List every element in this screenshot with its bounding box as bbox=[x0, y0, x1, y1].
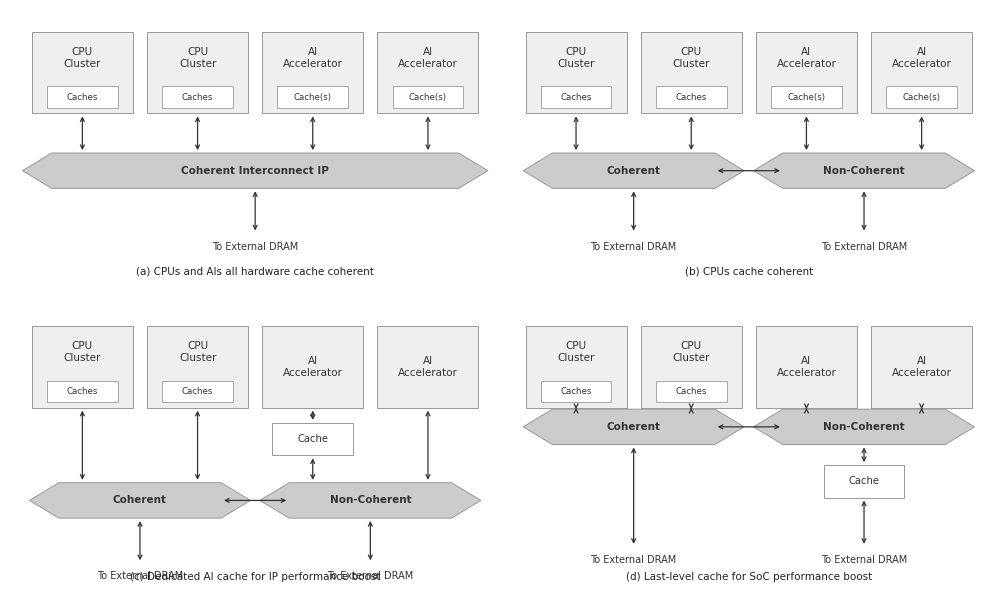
Polygon shape bbox=[753, 153, 974, 188]
FancyBboxPatch shape bbox=[32, 326, 132, 408]
FancyBboxPatch shape bbox=[392, 86, 462, 108]
Text: AI
Accelerator: AI Accelerator bbox=[775, 47, 835, 69]
Text: (d) Last-level cache for SoC performance boost: (d) Last-level cache for SoC performance… bbox=[625, 572, 871, 582]
Text: AI
Accelerator: AI Accelerator bbox=[891, 47, 951, 69]
Text: (a) CPUs and AIs all hardware cache coherent: (a) CPUs and AIs all hardware cache cohe… bbox=[136, 267, 374, 277]
Text: To External DRAM: To External DRAM bbox=[590, 555, 676, 565]
FancyBboxPatch shape bbox=[262, 326, 363, 408]
Text: Caches: Caches bbox=[182, 387, 213, 396]
FancyBboxPatch shape bbox=[272, 423, 353, 455]
Text: Caches: Caches bbox=[560, 93, 591, 102]
Text: Caches: Caches bbox=[675, 387, 706, 396]
FancyBboxPatch shape bbox=[640, 326, 741, 408]
Text: To External DRAM: To External DRAM bbox=[327, 571, 413, 581]
Text: Coherent Interconnect IP: Coherent Interconnect IP bbox=[182, 166, 329, 175]
Polygon shape bbox=[260, 483, 480, 518]
FancyBboxPatch shape bbox=[377, 32, 478, 113]
FancyBboxPatch shape bbox=[541, 381, 611, 402]
Text: Caches: Caches bbox=[182, 93, 213, 102]
FancyBboxPatch shape bbox=[162, 86, 233, 108]
Polygon shape bbox=[753, 409, 974, 444]
Text: CPU
Cluster: CPU Cluster bbox=[179, 341, 216, 363]
Text: Caches: Caches bbox=[66, 387, 98, 396]
Text: CPU
Cluster: CPU Cluster bbox=[63, 47, 101, 69]
FancyBboxPatch shape bbox=[32, 32, 132, 113]
FancyBboxPatch shape bbox=[47, 381, 117, 402]
Polygon shape bbox=[22, 153, 487, 188]
Text: AI
Accelerator: AI Accelerator bbox=[397, 356, 457, 377]
FancyBboxPatch shape bbox=[541, 86, 611, 108]
FancyBboxPatch shape bbox=[871, 326, 971, 408]
Text: CPU
Cluster: CPU Cluster bbox=[63, 341, 101, 363]
Text: AI
Accelerator: AI Accelerator bbox=[775, 356, 835, 377]
Text: To External DRAM: To External DRAM bbox=[820, 555, 907, 565]
Text: Coherent: Coherent bbox=[606, 166, 660, 175]
Text: To External DRAM: To External DRAM bbox=[820, 242, 907, 251]
Text: Non-Coherent: Non-Coherent bbox=[822, 166, 904, 175]
Polygon shape bbox=[523, 153, 743, 188]
Text: Caches: Caches bbox=[560, 387, 591, 396]
FancyBboxPatch shape bbox=[770, 86, 841, 108]
Text: CPU
Cluster: CPU Cluster bbox=[179, 47, 216, 69]
Text: Coherent: Coherent bbox=[113, 496, 166, 505]
Text: To External DRAM: To External DRAM bbox=[590, 242, 676, 251]
FancyBboxPatch shape bbox=[377, 326, 478, 408]
Polygon shape bbox=[523, 409, 743, 444]
Text: Cache(s): Cache(s) bbox=[294, 93, 331, 102]
Polygon shape bbox=[29, 483, 250, 518]
FancyBboxPatch shape bbox=[822, 465, 904, 497]
FancyBboxPatch shape bbox=[886, 86, 956, 108]
Text: To External DRAM: To External DRAM bbox=[212, 242, 298, 251]
FancyBboxPatch shape bbox=[146, 32, 248, 113]
FancyBboxPatch shape bbox=[655, 86, 726, 108]
FancyBboxPatch shape bbox=[755, 326, 857, 408]
Text: CPU
Cluster: CPU Cluster bbox=[672, 341, 709, 363]
FancyBboxPatch shape bbox=[277, 86, 348, 108]
Text: Caches: Caches bbox=[675, 93, 706, 102]
Text: Cache: Cache bbox=[297, 434, 328, 444]
Text: Cache(s): Cache(s) bbox=[408, 93, 446, 102]
Text: Non-Coherent: Non-Coherent bbox=[329, 496, 411, 505]
Text: (c) Dedicated AI cache for IP performance boost: (c) Dedicated AI cache for IP performanc… bbox=[129, 572, 380, 582]
FancyBboxPatch shape bbox=[871, 32, 971, 113]
Text: AI
Accelerator: AI Accelerator bbox=[283, 356, 342, 377]
Text: Coherent: Coherent bbox=[606, 422, 660, 432]
Text: To External DRAM: To External DRAM bbox=[96, 571, 183, 581]
Text: (b) CPUs cache coherent: (b) CPUs cache coherent bbox=[684, 267, 812, 277]
FancyBboxPatch shape bbox=[262, 32, 363, 113]
Text: CPU
Cluster: CPU Cluster bbox=[672, 47, 709, 69]
FancyBboxPatch shape bbox=[525, 32, 626, 113]
Text: Non-Coherent: Non-Coherent bbox=[822, 422, 904, 432]
Text: CPU
Cluster: CPU Cluster bbox=[557, 341, 594, 363]
Text: AI
Accelerator: AI Accelerator bbox=[283, 47, 342, 69]
Text: Cache(s): Cache(s) bbox=[902, 93, 940, 102]
FancyBboxPatch shape bbox=[640, 32, 741, 113]
FancyBboxPatch shape bbox=[162, 381, 233, 402]
Text: Cache(s): Cache(s) bbox=[786, 93, 824, 102]
FancyBboxPatch shape bbox=[755, 32, 857, 113]
Text: AI
Accelerator: AI Accelerator bbox=[891, 356, 951, 377]
Text: Cache: Cache bbox=[848, 476, 879, 487]
FancyBboxPatch shape bbox=[655, 381, 726, 402]
FancyBboxPatch shape bbox=[146, 326, 248, 408]
FancyBboxPatch shape bbox=[525, 326, 626, 408]
Text: Caches: Caches bbox=[66, 93, 98, 102]
Text: AI
Accelerator: AI Accelerator bbox=[397, 47, 457, 69]
Text: CPU
Cluster: CPU Cluster bbox=[557, 47, 594, 69]
FancyBboxPatch shape bbox=[47, 86, 117, 108]
